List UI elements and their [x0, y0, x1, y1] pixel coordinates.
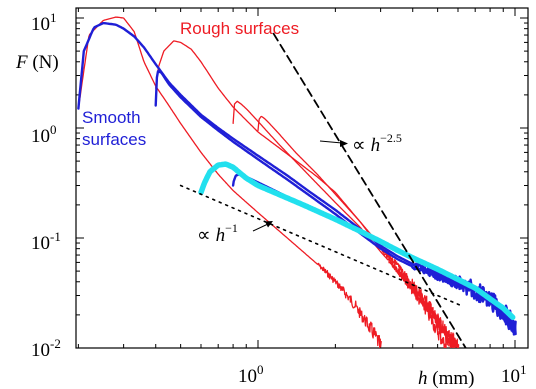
steep-power-law-annotation: ∝ h−2.5 — [319, 131, 402, 156]
series-smooth-2 — [154, 70, 517, 336]
y-tick-label-1: 100 — [31, 122, 57, 147]
x-axis-label: h (mm) — [418, 368, 474, 389]
series-layer — [77, 16, 517, 348]
x-tick-label-1: 100 — [238, 362, 264, 387]
series-rough-2 — [155, 40, 447, 348]
shallow-pointer-arrow — [252, 223, 269, 232]
y-tick-label-0.01: 10-2 — [31, 336, 61, 361]
smooth-surfaces-label-line1: Smooth — [82, 108, 141, 127]
series-rough-1 — [77, 16, 382, 348]
guide-shallow — [179, 184, 465, 308]
y-tick-label-0.1: 10-1 — [31, 229, 61, 254]
steep-pointer-arrow — [319, 140, 343, 144]
axis-ticks — [76, 8, 528, 349]
shallow-power-law-annotation: ∝ h−1 — [197, 221, 273, 246]
series-smooth-4 — [198, 161, 516, 321]
rough-surfaces-label: Rough surfaces — [180, 19, 299, 38]
steep-power-law-label: ∝ h−2.5 — [352, 131, 402, 156]
shallow-pointer-arrowhead — [265, 221, 273, 228]
smooth-surfaces-label-line2: surfaces — [82, 130, 146, 149]
guide-steep — [272, 32, 467, 348]
shallow-power-law-label: ∝ h−1 — [197, 221, 238, 246]
plot-frame — [75, 7, 529, 349]
y-axis-label: F (N) — [15, 52, 59, 73]
x-tick-label-10: 101 — [501, 362, 527, 387]
steep-pointer-arrowhead — [340, 140, 348, 147]
y-tick-label-10: 101 — [31, 10, 57, 35]
guide-layer — [179, 32, 467, 348]
